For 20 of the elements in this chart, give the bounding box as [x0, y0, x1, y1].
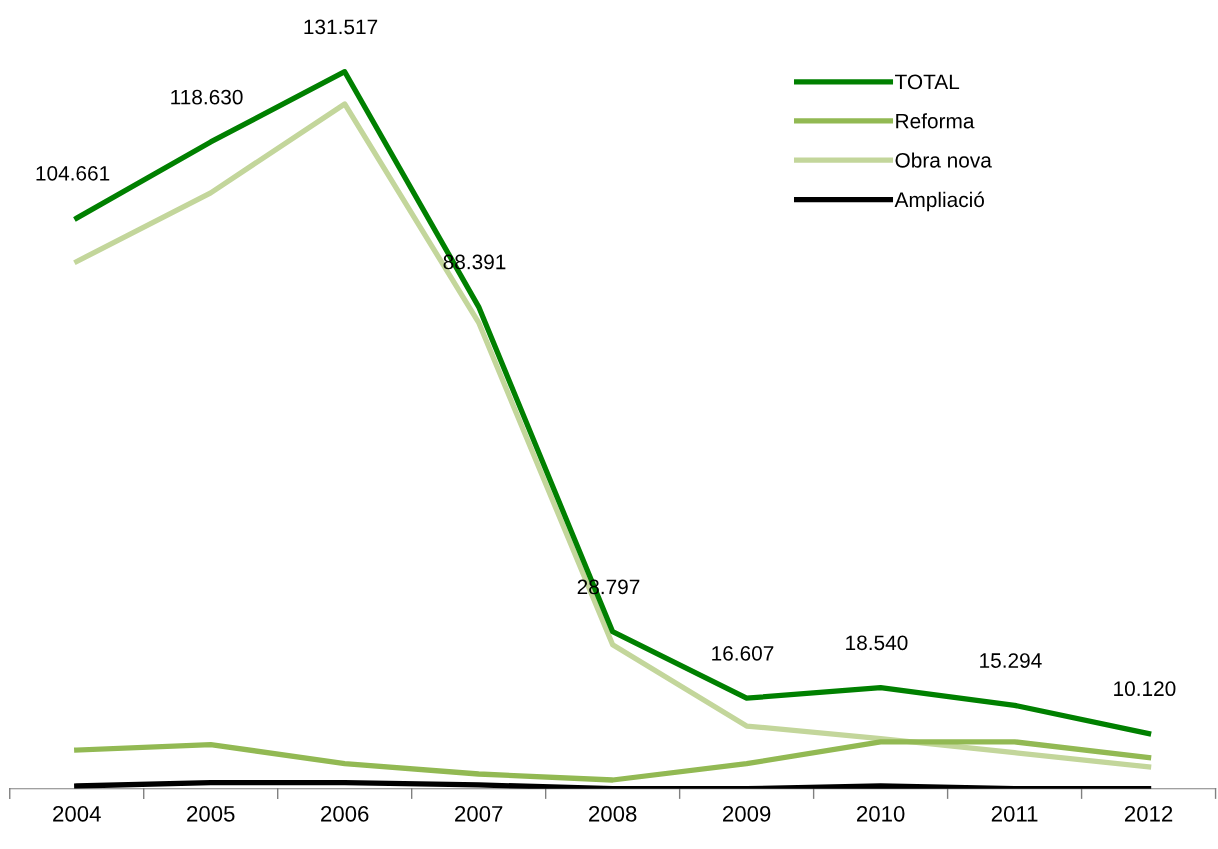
x-tick-label: 2007 — [455, 805, 503, 822]
data-label: 18.540 — [846, 635, 908, 651]
x-tick-label: 2008 — [589, 805, 637, 822]
data-label: 118.630 — [171, 89, 243, 105]
data-label: 10.120 — [1114, 681, 1176, 697]
data-label: 15.294 — [980, 653, 1042, 668]
x-tick-label: 2011 — [991, 805, 1038, 822]
legend-label: Reforma — [896, 113, 975, 129]
x-tick-label: 2006 — [321, 805, 369, 822]
x-tick-label: 2010 — [857, 805, 905, 822]
legend-label: TOTAL — [895, 74, 960, 90]
x-tick-label: 2009 — [723, 805, 771, 822]
data-label: 104.661 — [36, 165, 110, 181]
data-label: 16.607 — [712, 645, 774, 661]
data-label: 131.517 — [304, 19, 378, 35]
x-tick-label: 2012 — [1124, 805, 1173, 822]
x-tick-label: 2004 — [53, 805, 101, 822]
x-tick-label: 2005 — [187, 805, 235, 822]
legend-label: Ampliació — [894, 191, 984, 212]
legend-label: Obra nova — [895, 152, 992, 168]
